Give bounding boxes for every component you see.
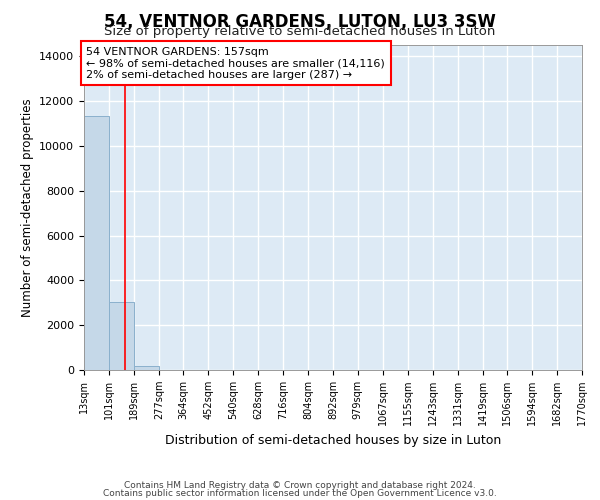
Text: 54, VENTNOR GARDENS, LUTON, LU3 3SW: 54, VENTNOR GARDENS, LUTON, LU3 3SW [104,12,496,30]
Text: Contains HM Land Registry data © Crown copyright and database right 2024.: Contains HM Land Registry data © Crown c… [124,481,476,490]
Text: 54 VENTNOR GARDENS: 157sqm
← 98% of semi-detached houses are smaller (14,116)
2%: 54 VENTNOR GARDENS: 157sqm ← 98% of semi… [86,46,385,80]
X-axis label: Distribution of semi-detached houses by size in Luton: Distribution of semi-detached houses by … [165,434,501,446]
Text: Size of property relative to semi-detached houses in Luton: Size of property relative to semi-detach… [104,25,496,38]
Bar [109,302,134,370]
Y-axis label: Number of semi-detached properties: Number of semi-detached properties [20,98,34,317]
Bar [84,116,109,370]
Text: Contains public sector information licensed under the Open Government Licence v3: Contains public sector information licen… [103,489,497,498]
Bar [134,366,159,370]
